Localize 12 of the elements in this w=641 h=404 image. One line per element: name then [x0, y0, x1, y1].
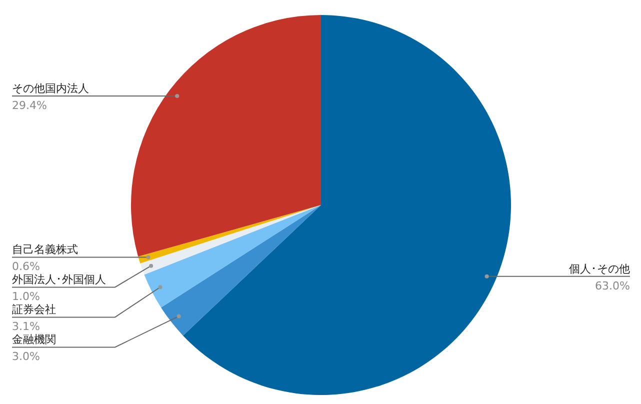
- data-label: 1.0%: [12, 290, 40, 304]
- slice-label: 金融機関: [12, 333, 56, 346]
- slice-label: その他国内法人: [12, 82, 89, 96]
- data-label: 29.4%: [12, 99, 47, 112]
- data-label: 63.0%: [595, 279, 630, 292]
- data-label: 3.0%: [12, 350, 40, 364]
- slice-label: 外国法人･外国個人: [12, 273, 106, 286]
- data-label: 3.1%: [12, 320, 40, 334]
- data-label: 0.6%: [12, 260, 40, 274]
- slice-label: 自己名義株式: [12, 243, 78, 256]
- slice-label: 個人･その他: [569, 262, 630, 276]
- slice-label: 証券会社: [12, 303, 56, 316]
